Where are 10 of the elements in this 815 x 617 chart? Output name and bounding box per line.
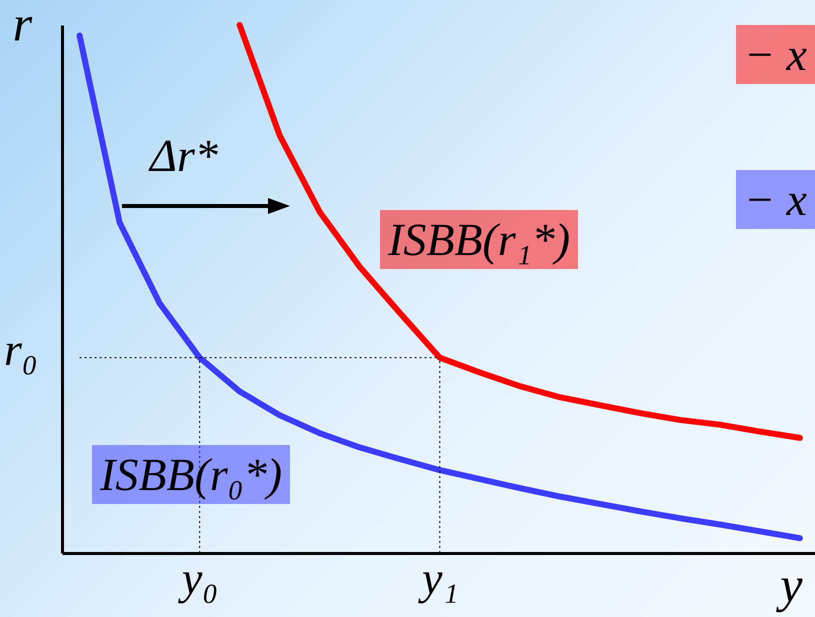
x-tick-label: y₁ <box>418 552 458 604</box>
annotation: − x <box>736 25 815 84</box>
y-axis-title: r <box>12 0 33 52</box>
series-label: ISBB(r₁*) <box>380 210 578 270</box>
annotation: − x <box>736 170 815 230</box>
ref-line-label: r₀ <box>4 322 38 377</box>
x-tick-label: y₀ <box>178 552 218 604</box>
annotation: Δr* <box>150 129 218 183</box>
x-axis-title: y <box>775 556 804 612</box>
series-label: ISBB(r₀*) <box>92 445 290 504</box>
